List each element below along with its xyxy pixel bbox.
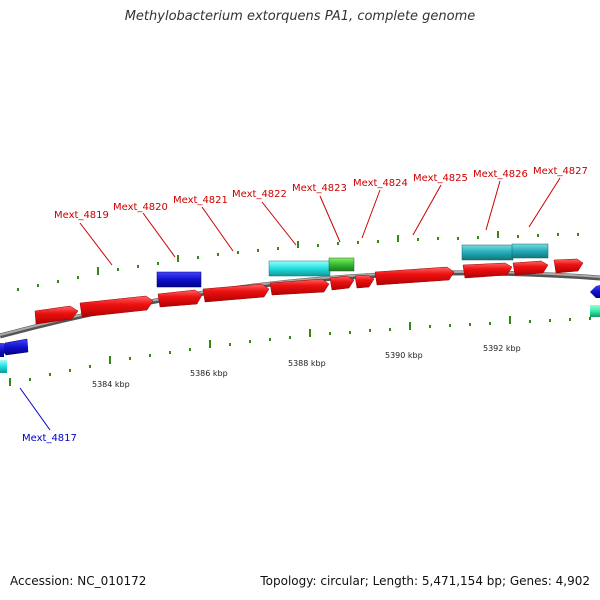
gene-label-mext-4827[interactable]: Mext_4827 xyxy=(533,166,588,177)
gene-label-mext-4825[interactable]: Mext_4825 xyxy=(413,173,468,184)
upper-tick-row xyxy=(17,231,579,291)
scale-label-5390: 5390 kbp xyxy=(385,351,423,360)
gene-label-mext-4817[interactable]: Mext_4817 xyxy=(22,433,77,444)
scale-label-5386: 5386 kbp xyxy=(190,369,228,378)
accession-text: Accession: NC_010172 xyxy=(10,574,147,588)
cds-arrow[interactable] xyxy=(34,305,79,325)
scale-label-5388: 5388 kbp xyxy=(288,359,326,368)
cds-arrow[interactable] xyxy=(553,258,584,274)
cds-arrow[interactable] xyxy=(79,295,154,318)
reverse-rna-feature[interactable] xyxy=(590,305,600,317)
gene-label-mext-4823[interactable]: Mext_4823 xyxy=(292,183,347,194)
cds-arrow[interactable] xyxy=(157,289,203,308)
scale-label-5392: 5392 kbp xyxy=(483,344,521,353)
scale-label-5384: 5384 kbp xyxy=(92,380,130,389)
gene-label-mext-4821[interactable]: Mext_4821 xyxy=(173,195,228,206)
cds-arrow[interactable] xyxy=(512,260,549,276)
forward-cds-features xyxy=(34,258,584,325)
rna-feature[interactable] xyxy=(268,260,331,277)
cds-arrow[interactable] xyxy=(462,262,513,279)
rna-feature[interactable] xyxy=(461,244,514,261)
reverse-cds-arrow[interactable] xyxy=(0,338,29,356)
genome-title: Methylobacterium extorquens PA1, complet… xyxy=(124,9,476,24)
rna-feature[interactable] xyxy=(328,257,355,272)
cds-arrow[interactable] xyxy=(329,275,355,291)
gene-label-mext-4826[interactable]: Mext_4826 xyxy=(473,169,528,180)
rna-feature[interactable] xyxy=(156,271,202,288)
rna-feature[interactable] xyxy=(511,243,549,259)
cds-arrow[interactable] xyxy=(354,274,375,289)
cds-arrow[interactable] xyxy=(374,266,455,286)
cds-arrow[interactable] xyxy=(269,278,330,296)
gene-label-mext-4820[interactable]: Mext_4820 xyxy=(113,202,168,213)
reverse-cds-arrow[interactable] xyxy=(590,285,600,298)
reverse-rna-feature[interactable] xyxy=(0,360,7,373)
reverse-cds-arrow[interactable] xyxy=(0,343,4,357)
gene-label-mext-4824[interactable]: Mext_4824 xyxy=(353,178,408,189)
gene-label-mext-4819[interactable]: Mext_4819 xyxy=(54,210,109,221)
cds-arrow[interactable] xyxy=(202,283,270,303)
gene-label-mext-4822[interactable]: Mext_4822 xyxy=(232,189,287,200)
genome-summary-text: Topology: circular; Length: 5,471,154 bp… xyxy=(260,574,590,588)
lower-tick-row xyxy=(9,316,591,386)
